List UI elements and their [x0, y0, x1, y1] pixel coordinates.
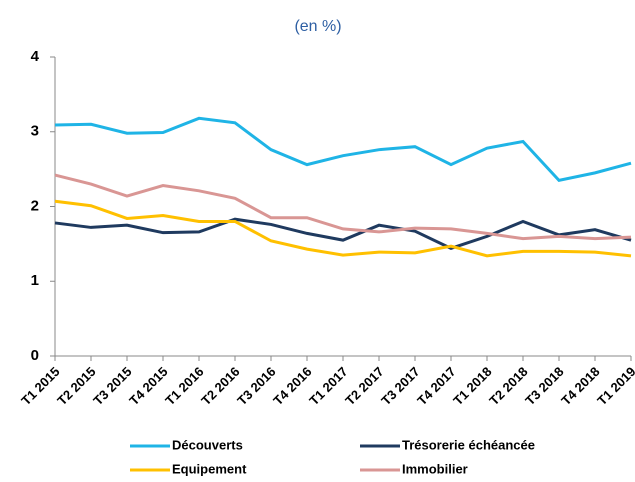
x-tick-label: T3 2018 — [522, 364, 566, 408]
x-tick-label: T4 2015 — [126, 364, 170, 408]
legend-label: Immobilier — [402, 461, 468, 476]
x-tick-label: T4 2016 — [270, 364, 314, 408]
series-line — [54, 199, 632, 258]
x-tick-label: T1 2019 — [594, 364, 635, 408]
x-tick-label: T3 2016 — [234, 364, 278, 408]
x-tick-label: T1 2017 — [306, 364, 350, 408]
series-line — [54, 116, 632, 182]
y-tick-label: 2 — [31, 197, 39, 214]
x-tick-label: T4 2018 — [558, 364, 602, 408]
legend-label: Equipement — [172, 461, 247, 476]
x-tick-label: T1 2018 — [450, 364, 494, 408]
x-tick-label: T1 2015 — [18, 364, 62, 408]
x-tick-label: T2 2018 — [486, 364, 530, 408]
y-tick-label: 0 — [31, 347, 39, 364]
series-line — [54, 173, 632, 241]
chart-subtitle: (en %) — [294, 18, 341, 35]
x-tick-label: T2 2017 — [342, 364, 386, 408]
x-tick-label: T2 2015 — [54, 364, 98, 408]
y-tick-label: 1 — [31, 272, 39, 289]
x-tick-label: T3 2015 — [90, 364, 134, 408]
y-tick-label: 3 — [31, 123, 39, 140]
legend-label: Trésorerie échéancée — [402, 437, 535, 452]
x-tick-label: T2 2016 — [198, 364, 242, 408]
series-line — [54, 217, 632, 250]
x-tick-label: T3 2017 — [378, 364, 422, 408]
legend-label: Découverts — [172, 437, 243, 452]
x-tick-label: T1 2016 — [162, 364, 206, 408]
y-tick-label: 4 — [31, 48, 40, 65]
x-tick-label: T4 2017 — [414, 364, 458, 408]
